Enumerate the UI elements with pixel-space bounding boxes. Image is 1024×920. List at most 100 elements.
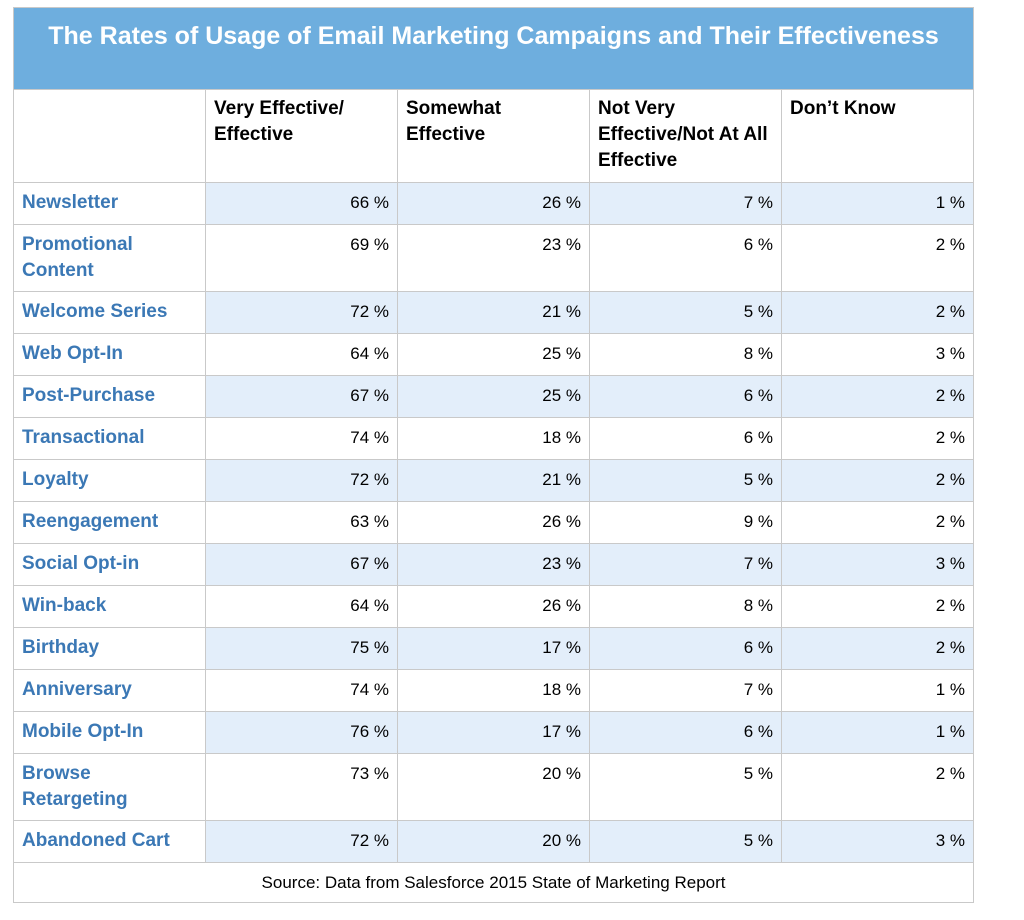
- row-label: Win-back: [13, 585, 206, 628]
- table-cell: 6 %: [589, 375, 782, 418]
- table-cell: 1 %: [780, 182, 975, 225]
- table-row: Abandoned Cart 72 % 20 % 5 % 3 %: [13, 820, 975, 863]
- table-cell: 75 %: [205, 627, 398, 670]
- row-label: Welcome Series: [13, 291, 206, 334]
- table-cell: 2 %: [780, 753, 975, 821]
- table-cell: 72 %: [205, 291, 398, 334]
- table-row: Web Opt-In 64 % 25 % 8 % 3 %: [13, 333, 975, 376]
- row-label: Browse Retargeting: [13, 753, 206, 821]
- row-label: Social Opt-in: [13, 543, 206, 586]
- table-figure: The Rates of Usage of Email Marketing Ca…: [12, 7, 975, 903]
- table-cell: 2 %: [780, 585, 975, 628]
- table-cell: 67 %: [205, 375, 398, 418]
- row-label: Reengagement: [13, 501, 206, 544]
- table-cell: 25 %: [397, 333, 590, 376]
- table-cell: 2 %: [780, 417, 975, 460]
- table-row: Loyalty 72 % 21 % 5 % 2 %: [13, 459, 975, 502]
- table-cell: 20 %: [397, 753, 590, 821]
- table-cell: 74 %: [205, 417, 398, 460]
- table-row: Reengagement 63 % 26 % 9 % 2 %: [13, 501, 975, 544]
- table-cell: 7 %: [589, 543, 782, 586]
- row-label: Loyalty: [13, 459, 206, 502]
- table-row: Welcome Series 72 % 21 % 5 % 2 %: [13, 291, 975, 334]
- table-cell: 2 %: [780, 459, 975, 502]
- column-header-somewhat-effective: Somewhat Effective: [397, 89, 590, 183]
- row-label: Web Opt-In: [13, 333, 206, 376]
- table-row: Newsletter 66 % 26 % 7 % 1 %: [13, 182, 975, 225]
- table-cell: 76 %: [205, 711, 398, 754]
- table-cell: 3 %: [780, 820, 975, 863]
- table-cell: 73 %: [205, 753, 398, 821]
- table-row: Anniversary 74 % 18 % 7 % 1 %: [13, 669, 975, 712]
- table-cell: 6 %: [589, 224, 782, 292]
- table-cell: 6 %: [589, 627, 782, 670]
- table-row: Social Opt-in 67 % 23 % 7 % 3 %: [13, 543, 975, 586]
- column-header-very-effective: Very Effective/ Effective: [205, 89, 398, 183]
- table-cell: 2 %: [780, 224, 975, 292]
- table-cell: 1 %: [780, 669, 975, 712]
- column-header-dont-know: Don’t Know: [780, 89, 975, 183]
- table-row: Birthday 75 % 17 % 6 % 2 %: [13, 627, 975, 670]
- table-cell: 5 %: [589, 291, 782, 334]
- table-cell: 5 %: [589, 753, 782, 821]
- table-cell: 17 %: [397, 711, 590, 754]
- table-cell: 2 %: [780, 291, 975, 334]
- table-cell: 64 %: [205, 585, 398, 628]
- table-row: Transactional 74 % 18 % 6 % 2 %: [13, 417, 975, 460]
- column-header-row: Very Effective/ Effective Somewhat Effec…: [13, 89, 975, 183]
- table-cell: 2 %: [780, 501, 975, 544]
- table-row: Mobile Opt-In 76 % 17 % 6 % 1 %: [13, 711, 975, 754]
- table-cell: 25 %: [397, 375, 590, 418]
- table-cell: 6 %: [589, 417, 782, 460]
- table-cell: 5 %: [589, 459, 782, 502]
- table-cell: 64 %: [205, 333, 398, 376]
- table-row: Browse Retargeting 73 % 20 % 5 % 2 %: [13, 753, 975, 821]
- table-cell: 67 %: [205, 543, 398, 586]
- table-cell: 8 %: [589, 333, 782, 376]
- row-label: Anniversary: [13, 669, 206, 712]
- table-cell: 23 %: [397, 543, 590, 586]
- row-label: Mobile Opt-In: [13, 711, 206, 754]
- column-header-empty: [13, 89, 206, 183]
- table-cell: 17 %: [397, 627, 590, 670]
- table-cell: 9 %: [589, 501, 782, 544]
- source-note: Source: Data from Salesforce 2015 State …: [12, 862, 975, 903]
- table-title: The Rates of Usage of Email Marketing Ca…: [12, 7, 975, 90]
- table-row: Post-Purchase 67 % 25 % 6 % 2 %: [13, 375, 975, 418]
- table-cell: 3 %: [780, 333, 975, 376]
- table-cell: 72 %: [205, 459, 398, 502]
- table-cell: 1 %: [780, 711, 975, 754]
- table-cell: 23 %: [397, 224, 590, 292]
- column-header-not-very-effective: Not Very Effective/Not At All Effective: [589, 89, 782, 183]
- table-cell: 18 %: [397, 669, 590, 712]
- table-cell: 21 %: [397, 291, 590, 334]
- table-cell: 3 %: [780, 543, 975, 586]
- table-cell: 26 %: [397, 585, 590, 628]
- table-cell: 26 %: [397, 501, 590, 544]
- table-cell: 69 %: [205, 224, 398, 292]
- row-label: Post-Purchase: [13, 375, 206, 418]
- table-cell: 7 %: [589, 182, 782, 225]
- table-body: Newsletter 66 % 26 % 7 % 1 % Promotional Cont…: [13, 182, 975, 863]
- table-cell: 18 %: [397, 417, 590, 460]
- row-label: Abandoned Cart: [13, 820, 206, 863]
- table-cell: 72 %: [205, 820, 398, 863]
- row-label: Promotional Content: [13, 224, 206, 292]
- row-label: Birthday: [13, 627, 206, 670]
- table-cell: 7 %: [589, 669, 782, 712]
- table-row: Win-back 64 % 26 % 8 % 2 %: [13, 585, 975, 628]
- table-row: Promotional Content 69 % 23 % 6 % 2 %: [13, 224, 975, 292]
- table-cell: 63 %: [205, 501, 398, 544]
- table-cell: 5 %: [589, 820, 782, 863]
- table-cell: 66 %: [205, 182, 398, 225]
- table-cell: 21 %: [397, 459, 590, 502]
- effectiveness-table: The Rates of Usage of Email Marketing Ca…: [12, 7, 975, 903]
- table-cell: 26 %: [397, 182, 590, 225]
- table-cell: 8 %: [589, 585, 782, 628]
- row-label: Transactional: [13, 417, 206, 460]
- table-cell: 6 %: [589, 711, 782, 754]
- row-label: Newsletter: [13, 182, 206, 225]
- table-cell: 74 %: [205, 669, 398, 712]
- table-cell: 2 %: [780, 627, 975, 670]
- table-cell: 2 %: [780, 375, 975, 418]
